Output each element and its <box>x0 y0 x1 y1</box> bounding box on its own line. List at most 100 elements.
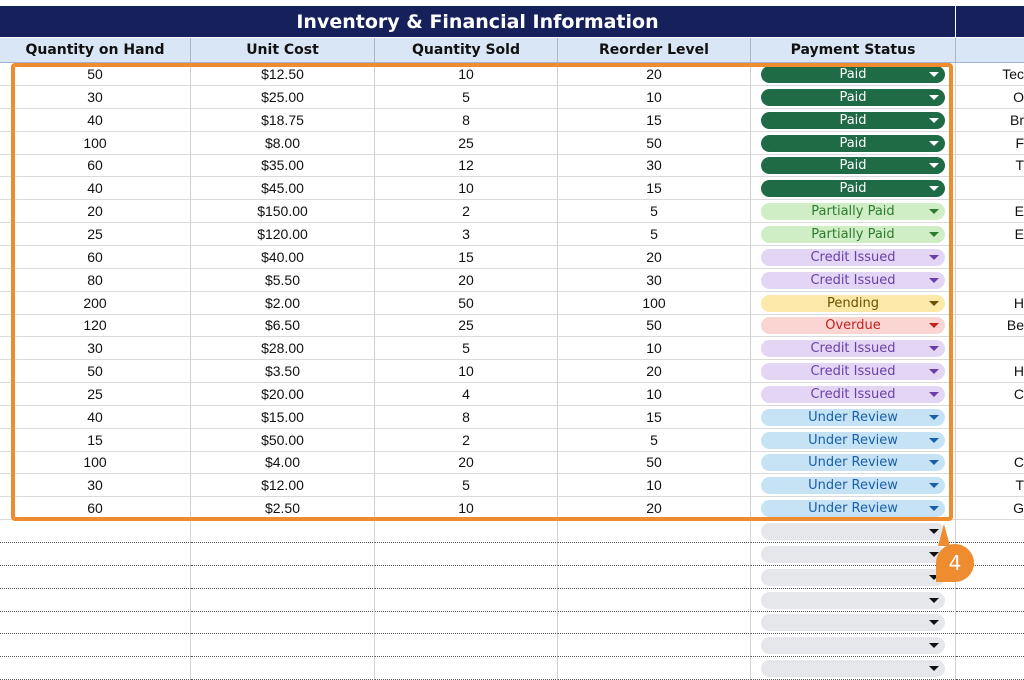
dropdown-arrow-icon[interactable] <box>929 323 939 329</box>
dropdown-arrow-icon[interactable] <box>929 483 939 489</box>
dropdown-arrow-icon[interactable] <box>929 346 939 352</box>
dropdown-arrow-icon[interactable] <box>929 186 939 192</box>
cell-quantity-sold[interactable]: 3 <box>375 222 558 246</box>
payment-status-dropdown[interactable]: Paid <box>761 66 945 83</box>
cell-quantity-on-hand[interactable]: 100 <box>0 131 191 155</box>
cell-reorder-level[interactable] <box>558 588 751 612</box>
cell-quantity-on-hand[interactable] <box>0 588 191 612</box>
cell-quantity-sold[interactable]: 20 <box>375 451 558 475</box>
cell-quantity-on-hand[interactable]: 30 <box>0 337 191 361</box>
cell-unit-cost[interactable]: $2.50 <box>191 497 375 521</box>
payment-status-dropdown[interactable]: Paid <box>761 157 945 175</box>
cell-quantity-sold[interactable]: 10 <box>375 177 558 201</box>
dropdown-arrow-icon[interactable] <box>929 529 939 534</box>
cell-next-column[interactable] <box>956 611 1024 635</box>
cell-next-column[interactable]: Be <box>956 314 1024 338</box>
cell-next-column[interactable] <box>956 269 1024 292</box>
payment-status-dropdown[interactable]: Partially Paid <box>761 203 945 221</box>
cell-reorder-level[interactable]: 10 <box>558 382 751 406</box>
cell-quantity-sold[interactable] <box>375 657 558 680</box>
cell-unit-cost[interactable]: $40.00 <box>191 245 375 269</box>
cell-reorder-level[interactable] <box>558 542 751 566</box>
cell-quantity-on-hand[interactable] <box>0 611 191 635</box>
dropdown-arrow-icon[interactable] <box>929 94 939 100</box>
cell-quantity-on-hand[interactable] <box>0 634 191 658</box>
cell-unit-cost[interactable]: $45.00 <box>191 177 375 201</box>
cell-quantity-sold[interactable] <box>375 520 558 543</box>
cell-reorder-level[interactable]: 20 <box>558 245 751 269</box>
payment-status-dropdown[interactable]: Paid <box>761 88 945 106</box>
cell-unit-cost[interactable]: $3.50 <box>191 360 375 384</box>
cell-reorder-level[interactable] <box>558 634 751 658</box>
cell-quantity-on-hand[interactable]: 15 <box>0 428 191 452</box>
cell-quantity-sold[interactable]: 10 <box>375 360 558 384</box>
cell-quantity-sold[interactable]: 8 <box>375 108 558 132</box>
payment-status-dropdown[interactable] <box>761 523 945 540</box>
payment-status-dropdown[interactable] <box>761 637 945 655</box>
cell-unit-cost[interactable] <box>191 542 375 566</box>
cell-quantity-on-hand[interactable]: 50 <box>0 63 191 86</box>
payment-status-dropdown[interactable]: Paid <box>761 180 945 198</box>
dropdown-arrow-icon[interactable] <box>929 254 939 260</box>
cell-next-column[interactable]: H <box>956 292 1024 315</box>
dropdown-arrow-icon[interactable] <box>929 551 939 557</box>
cell-unit-cost[interactable] <box>191 520 375 543</box>
cell-reorder-level[interactable]: 15 <box>558 177 751 201</box>
cell-reorder-level[interactable]: 10 <box>558 85 751 109</box>
cell-reorder-level[interactable] <box>558 611 751 635</box>
dropdown-arrow-icon[interactable] <box>929 666 939 672</box>
cell-quantity-on-hand[interactable]: 60 <box>0 497 191 521</box>
cell-reorder-level[interactable] <box>558 565 751 589</box>
cell-quantity-sold[interactable]: 10 <box>375 497 558 521</box>
cell-reorder-level[interactable]: 15 <box>558 405 751 429</box>
cell-reorder-level[interactable] <box>558 657 751 680</box>
cell-quantity-on-hand[interactable]: 40 <box>0 405 191 429</box>
dropdown-arrow-icon[interactable] <box>929 140 939 146</box>
cell-quantity-on-hand[interactable] <box>0 520 191 543</box>
cell-next-column[interactable]: C <box>956 383 1024 406</box>
cell-next-column[interactable] <box>956 543 1024 566</box>
payment-status-dropdown[interactable] <box>761 660 945 678</box>
payment-status-dropdown[interactable]: Under Review <box>761 477 945 495</box>
cell-unit-cost[interactable]: $8.00 <box>191 131 375 155</box>
dropdown-arrow-icon[interactable] <box>929 460 939 466</box>
cell-reorder-level[interactable]: 50 <box>558 131 751 155</box>
cell-quantity-on-hand[interactable]: 40 <box>0 108 191 132</box>
cell-quantity-sold[interactable]: 5 <box>375 337 558 361</box>
cell-next-column[interactable] <box>956 429 1024 452</box>
cell-reorder-level[interactable]: 100 <box>558 291 751 315</box>
cell-next-column[interactable] <box>956 520 1024 543</box>
cell-reorder-level[interactable]: 30 <box>558 154 751 178</box>
cell-quantity-on-hand[interactable] <box>0 565 191 589</box>
cell-next-column[interactable] <box>956 406 1024 429</box>
dropdown-arrow-icon[interactable] <box>929 163 939 169</box>
cell-unit-cost[interactable]: $18.75 <box>191 108 375 132</box>
cell-reorder-level[interactable]: 30 <box>558 268 751 292</box>
cell-next-column[interactable]: F <box>956 132 1024 155</box>
header-next-column[interactable] <box>956 38 1024 62</box>
payment-status-dropdown[interactable]: Under Review <box>761 500 945 518</box>
cell-next-column[interactable] <box>956 566 1024 589</box>
cell-quantity-sold[interactable] <box>375 611 558 635</box>
dropdown-arrow-icon[interactable] <box>929 277 939 283</box>
payment-status-dropdown[interactable]: Partially Paid <box>761 225 945 243</box>
dropdown-arrow-icon[interactable] <box>929 437 939 443</box>
payment-status-dropdown[interactable] <box>761 591 945 609</box>
payment-status-dropdown[interactable] <box>761 545 945 563</box>
cell-quantity-on-hand[interactable]: 120 <box>0 314 191 338</box>
cell-next-column[interactable] <box>956 337 1024 361</box>
cell-quantity-on-hand[interactable]: 60 <box>0 154 191 178</box>
cell-reorder-level[interactable]: 20 <box>558 497 751 521</box>
dropdown-arrow-icon[interactable] <box>929 72 939 77</box>
cell-quantity-sold[interactable] <box>375 542 558 566</box>
cell-quantity-on-hand[interactable]: 60 <box>0 245 191 269</box>
cell-unit-cost[interactable]: $2.00 <box>191 291 375 315</box>
cell-unit-cost[interactable]: $4.00 <box>191 451 375 475</box>
cell-quantity-on-hand[interactable]: 30 <box>0 85 191 109</box>
cell-unit-cost[interactable] <box>191 565 375 589</box>
header-reorder-level[interactable]: Reorder Level <box>558 38 751 62</box>
header-quantity-sold[interactable]: Quantity Sold <box>375 38 558 62</box>
dropdown-arrow-icon[interactable] <box>929 643 939 649</box>
cell-quantity-on-hand[interactable]: 200 <box>0 291 191 315</box>
cell-quantity-on-hand[interactable]: 20 <box>0 200 191 224</box>
